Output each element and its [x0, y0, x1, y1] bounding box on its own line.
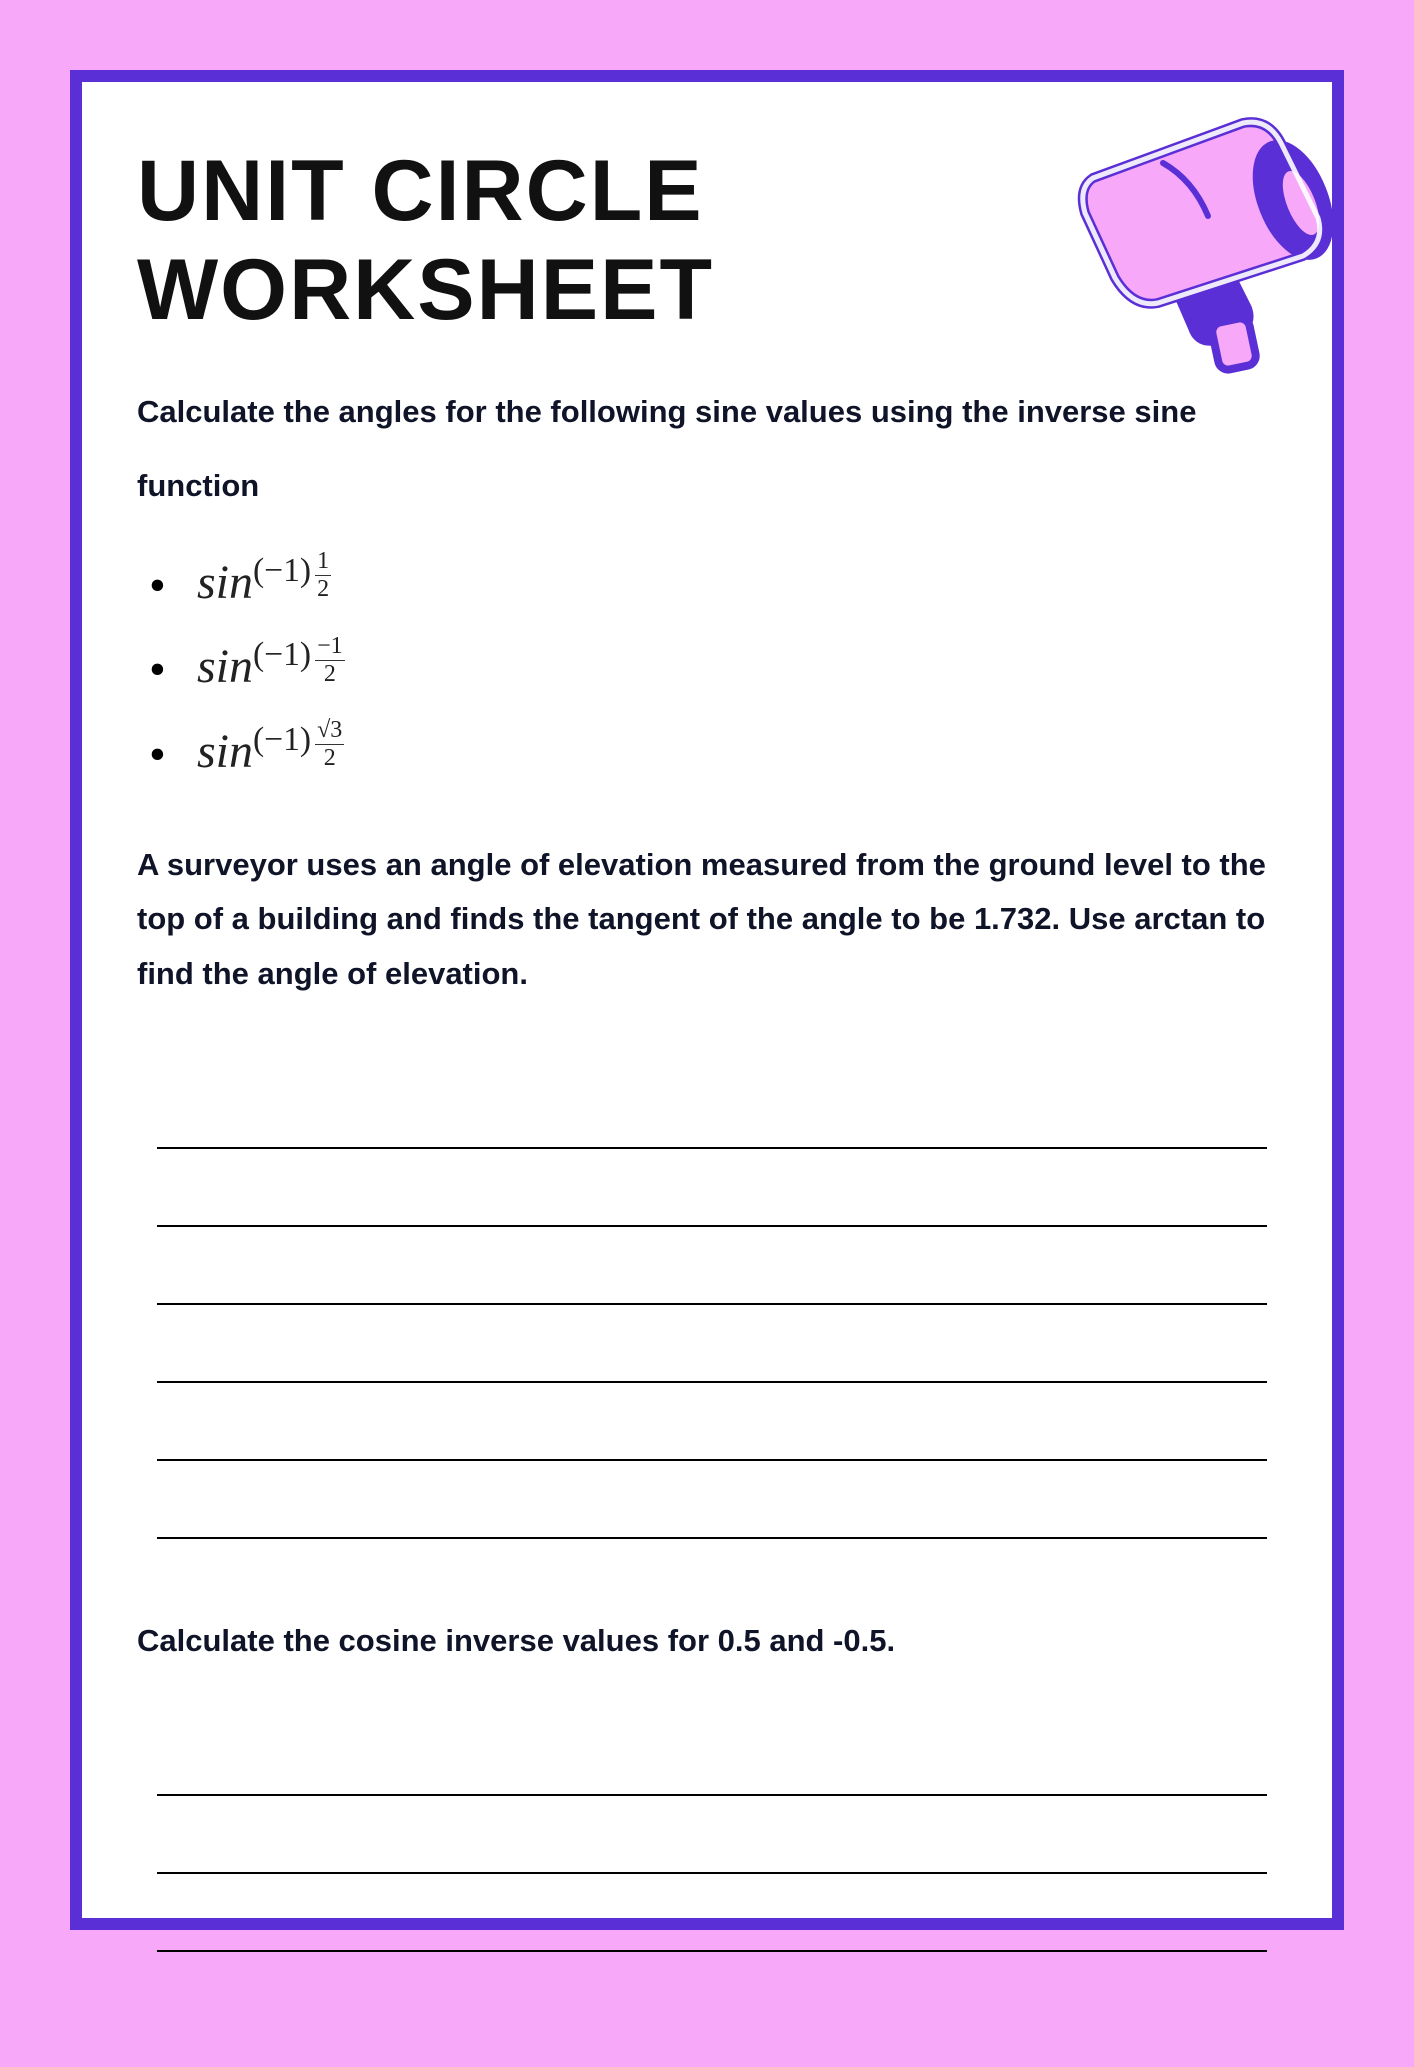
- answer-line: [157, 1227, 1267, 1305]
- problem-2-text: Calculate the cosine inverse values for …: [137, 1614, 1277, 1668]
- fraction: −12: [315, 633, 345, 688]
- worksheet-frame: UNIT CIRCLE WORKSHEET Calculate the angl…: [70, 70, 1344, 1930]
- answer-line: [157, 1383, 1267, 1461]
- exponent: (−1): [253, 552, 311, 589]
- instruction-text: Calculate the angles for the following s…: [137, 375, 1277, 524]
- exponent: (−1): [253, 721, 311, 758]
- megaphone-icon: [1057, 102, 1347, 382]
- func-name: sin: [197, 725, 253, 778]
- answer-line: [157, 1305, 1267, 1383]
- answer-line: [157, 1796, 1267, 1874]
- answer-line: [157, 1718, 1267, 1796]
- func-name: sin: [197, 556, 253, 609]
- problem-1-text: A surveyor uses an angle of elevation me…: [137, 838, 1277, 1001]
- sine-bullet-list: sin(−1)12 sin(−1)−12 sin(−1)√32: [137, 552, 1277, 783]
- numerator: −1: [315, 633, 345, 661]
- func-name: sin: [197, 640, 253, 693]
- worksheet-content: UNIT CIRCLE WORKSHEET Calculate the angl…: [82, 82, 1332, 2067]
- exponent: (−1): [253, 636, 311, 673]
- list-item: sin(−1)√32: [197, 721, 1277, 783]
- fraction: 12: [315, 548, 331, 603]
- math-expr: sin(−1)12: [197, 556, 331, 609]
- denominator: 2: [315, 745, 344, 772]
- answer-line: [157, 1149, 1267, 1227]
- math-expr: sin(−1)√32: [197, 725, 344, 778]
- denominator: 2: [315, 576, 331, 603]
- list-item: sin(−1)12: [197, 552, 1277, 614]
- numerator: √3: [315, 717, 344, 745]
- answer-line: [157, 1461, 1267, 1539]
- list-item: sin(−1)−12: [197, 636, 1277, 698]
- denominator: 2: [315, 661, 345, 688]
- numerator: 1: [315, 548, 331, 576]
- answer-line: [157, 1071, 1267, 1149]
- answer-line: [157, 1874, 1267, 1952]
- answer-lines-1: [157, 1071, 1267, 1539]
- math-expr: sin(−1)−12: [197, 640, 345, 693]
- answer-lines-2: [157, 1718, 1267, 1952]
- fraction: √32: [315, 717, 344, 772]
